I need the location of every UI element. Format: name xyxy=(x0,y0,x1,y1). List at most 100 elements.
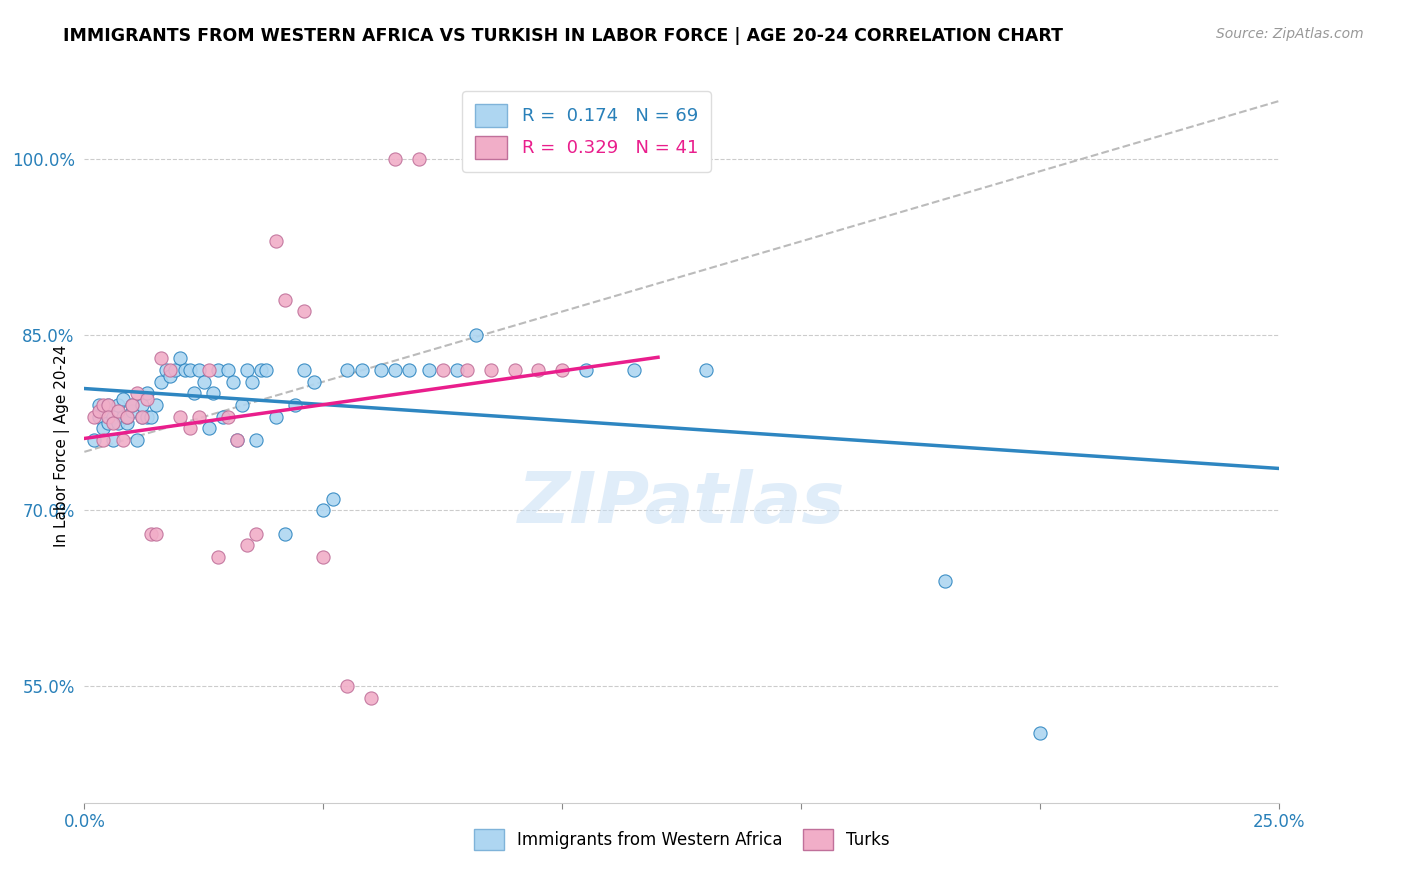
Point xyxy=(302,375,325,389)
Point xyxy=(245,433,267,447)
Point xyxy=(336,363,359,377)
Point xyxy=(111,409,134,424)
Point xyxy=(384,363,406,377)
Point xyxy=(408,153,430,167)
Point xyxy=(226,433,249,447)
Point xyxy=(169,409,191,424)
Point xyxy=(131,409,153,424)
Point xyxy=(121,404,143,418)
Point xyxy=(350,363,373,377)
Point xyxy=(934,574,956,588)
Point xyxy=(121,398,143,412)
Point xyxy=(312,550,335,565)
Point xyxy=(117,416,139,430)
Point xyxy=(212,409,235,424)
Point xyxy=(284,398,307,412)
Point xyxy=(197,363,219,377)
Point xyxy=(236,538,259,552)
Point xyxy=(322,491,344,506)
Point xyxy=(101,409,124,424)
Point xyxy=(456,363,478,377)
Point xyxy=(97,398,120,412)
Text: ZIPatlas: ZIPatlas xyxy=(519,468,845,538)
Point xyxy=(623,363,645,377)
Point xyxy=(360,690,382,705)
Point xyxy=(101,416,124,430)
Point xyxy=(370,363,392,377)
Text: Source: ZipAtlas.com: Source: ZipAtlas.com xyxy=(1216,27,1364,41)
Point xyxy=(274,293,297,307)
Point xyxy=(202,386,225,401)
Point xyxy=(141,526,163,541)
Point xyxy=(207,363,229,377)
Point xyxy=(1029,725,1052,739)
Text: IMMIGRANTS FROM WESTERN AFRICA VS TURKISH IN LABOR FORCE | AGE 20-24 CORRELATION: IMMIGRANTS FROM WESTERN AFRICA VS TURKIS… xyxy=(63,27,1063,45)
Point xyxy=(87,409,110,424)
Point xyxy=(264,409,287,424)
Point xyxy=(503,153,526,167)
Point xyxy=(250,363,273,377)
Point xyxy=(240,375,263,389)
Point xyxy=(93,404,115,418)
Point xyxy=(93,433,115,447)
Point xyxy=(217,409,239,424)
Point xyxy=(121,398,143,412)
Point xyxy=(207,550,229,565)
Point xyxy=(188,363,211,377)
Point xyxy=(117,409,139,424)
Point xyxy=(336,679,359,693)
Point xyxy=(479,363,502,377)
Point xyxy=(197,421,219,435)
Point xyxy=(125,433,148,447)
Point xyxy=(193,375,215,389)
Point xyxy=(159,368,181,383)
Point xyxy=(83,433,105,447)
Point xyxy=(264,234,287,248)
Y-axis label: In Labor Force | Age 20-24: In Labor Force | Age 20-24 xyxy=(55,345,70,547)
Point xyxy=(107,398,129,412)
Point xyxy=(551,363,574,377)
Point xyxy=(183,386,205,401)
Point xyxy=(145,398,167,412)
Point xyxy=(131,409,153,424)
Point xyxy=(87,404,110,418)
Point xyxy=(221,375,243,389)
Point xyxy=(135,386,157,401)
Point xyxy=(179,363,201,377)
Point xyxy=(384,153,406,167)
Point xyxy=(149,375,172,389)
Point xyxy=(155,363,177,377)
Point xyxy=(97,416,120,430)
Point xyxy=(131,398,153,412)
Point xyxy=(97,409,120,424)
Point xyxy=(111,433,134,447)
Point xyxy=(87,398,110,412)
Point xyxy=(418,363,440,377)
Point xyxy=(83,409,105,424)
Point xyxy=(254,363,277,377)
Point xyxy=(274,526,297,541)
Point xyxy=(575,363,598,377)
Point xyxy=(125,386,148,401)
Point xyxy=(527,153,550,167)
Point xyxy=(292,304,315,318)
Point xyxy=(446,363,468,377)
Point xyxy=(188,409,211,424)
Point xyxy=(292,363,315,377)
Point xyxy=(135,409,157,424)
Point xyxy=(226,433,249,447)
Point xyxy=(527,363,550,377)
Point xyxy=(111,392,134,407)
Point xyxy=(173,363,195,377)
Point xyxy=(107,416,129,430)
Point xyxy=(145,526,167,541)
Point xyxy=(93,421,115,435)
Point xyxy=(503,363,526,377)
Point xyxy=(141,409,163,424)
Point xyxy=(217,363,239,377)
Point xyxy=(107,404,129,418)
Legend: Immigrants from Western Africa, Turks: Immigrants from Western Africa, Turks xyxy=(465,821,898,859)
Point xyxy=(465,327,488,342)
Point xyxy=(117,409,139,424)
Point xyxy=(149,351,172,366)
